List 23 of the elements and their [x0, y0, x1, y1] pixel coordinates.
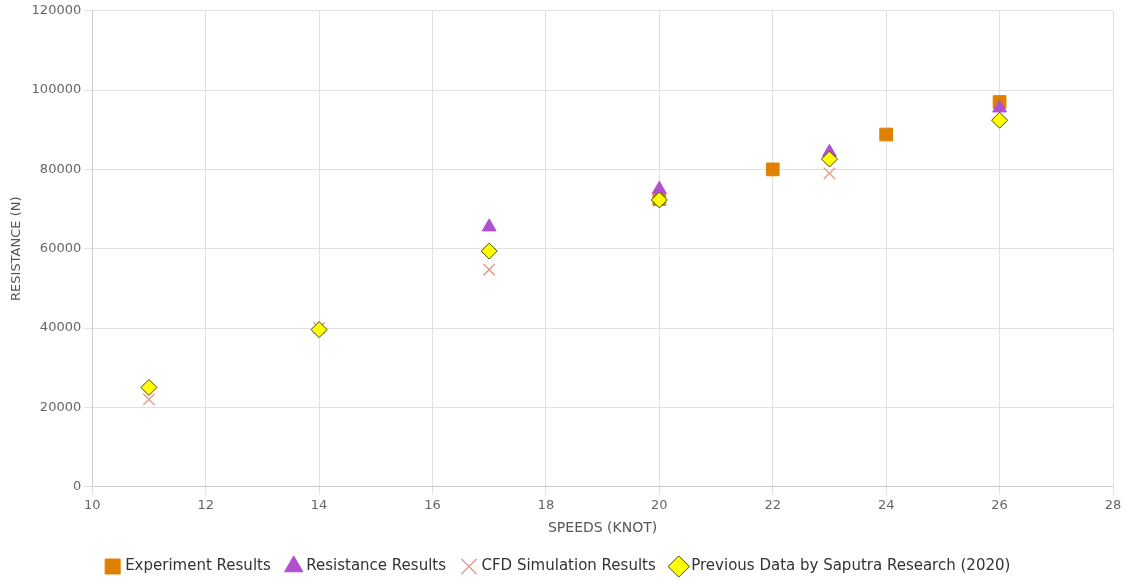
x-tick-label: 14 [310, 496, 328, 512]
y-tick-label: 100000 [31, 81, 82, 97]
legend-label: Previous Data by Saputra Research (2020) [691, 556, 1011, 575]
x-tick-label: 24 [877, 496, 895, 512]
y-axis-title: RESISTANCE (N) [8, 196, 24, 301]
x-axis-title: SPEEDS (KNOT) [547, 519, 658, 536]
x-tick-label: 26 [991, 496, 1008, 512]
y-tick-label: 60000 [39, 240, 82, 256]
x-tick-label: 10 [83, 496, 101, 512]
x-tick-label: 18 [537, 496, 555, 512]
y-tick-label: 80000 [39, 160, 82, 176]
x-tick-label: 22 [764, 496, 782, 512]
x-tick-label: 16 [424, 496, 441, 512]
y-tick-label: 40000 [39, 319, 82, 335]
y-tick-label: 20000 [39, 398, 82, 414]
y-tick-label: 0 [72, 477, 82, 493]
x-tick-label: 20 [651, 496, 668, 512]
x-tick-label: 28 [1104, 496, 1122, 512]
x-tick-label: 12 [197, 496, 214, 512]
legend-label: Resistance Results [306, 556, 447, 575]
legend-label: Experiment Results [125, 556, 271, 575]
y-tick-label: 120000 [31, 2, 82, 18]
legend-label: CFD Simulation Results [481, 556, 656, 575]
